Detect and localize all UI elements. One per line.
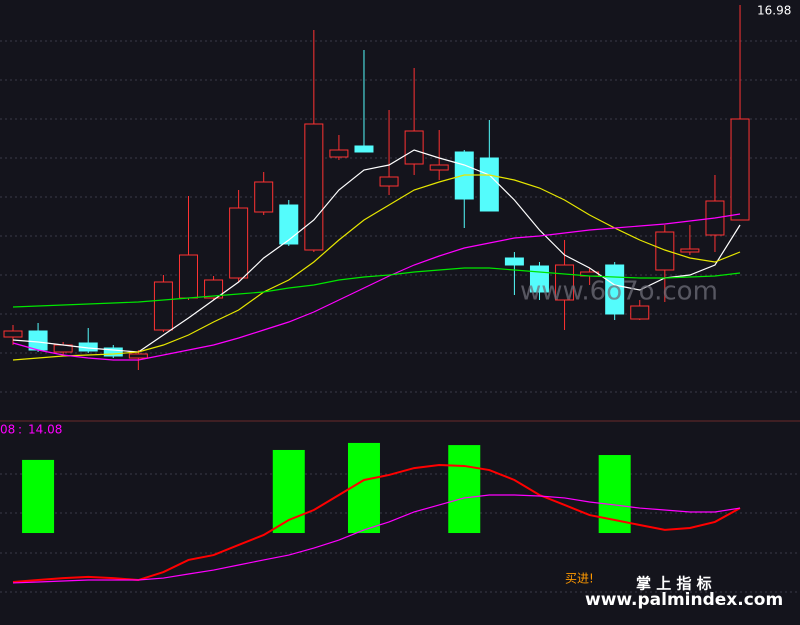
line [12, 149, 741, 353]
candle-body [655, 231, 675, 271]
candle-body [730, 118, 750, 221]
line [12, 174, 741, 361]
candle-body [178, 254, 198, 299]
candle-body [504, 257, 524, 266]
candle-body [128, 353, 148, 359]
indicator-value: 14.08 [28, 423, 62, 437]
indicator-label: 08 [0, 423, 15, 437]
signal-block [448, 445, 481, 534]
candle-body [229, 207, 249, 279]
brand-name: 掌 上 指 标 [636, 575, 712, 593]
candle-body [354, 145, 374, 153]
buy-signal: 买进! [565, 572, 594, 586]
signal-block [347, 442, 380, 534]
candle-body [103, 347, 123, 357]
line [12, 267, 741, 308]
brand-url: www.palmindex.com [585, 590, 783, 610]
signal-block [22, 459, 55, 534]
line [12, 494, 741, 584]
candle-body [680, 248, 700, 253]
indicator-colon: : [18, 423, 22, 437]
candle-body [279, 204, 299, 245]
candle-body [379, 176, 399, 187]
candle-body [3, 330, 23, 338]
candle-body [153, 281, 173, 331]
candle-body [204, 279, 224, 299]
candle-body [28, 330, 48, 351]
candle-body [404, 130, 424, 165]
candle-body [254, 181, 274, 213]
candle-body [329, 149, 349, 158]
candle-body [429, 164, 449, 171]
candle-body [304, 123, 324, 251]
candle-body [630, 305, 650, 320]
watermark: www.6o7o.com [520, 277, 718, 307]
high-label: 16.98 [757, 4, 791, 18]
candle-body [479, 157, 499, 212]
line [12, 213, 741, 361]
